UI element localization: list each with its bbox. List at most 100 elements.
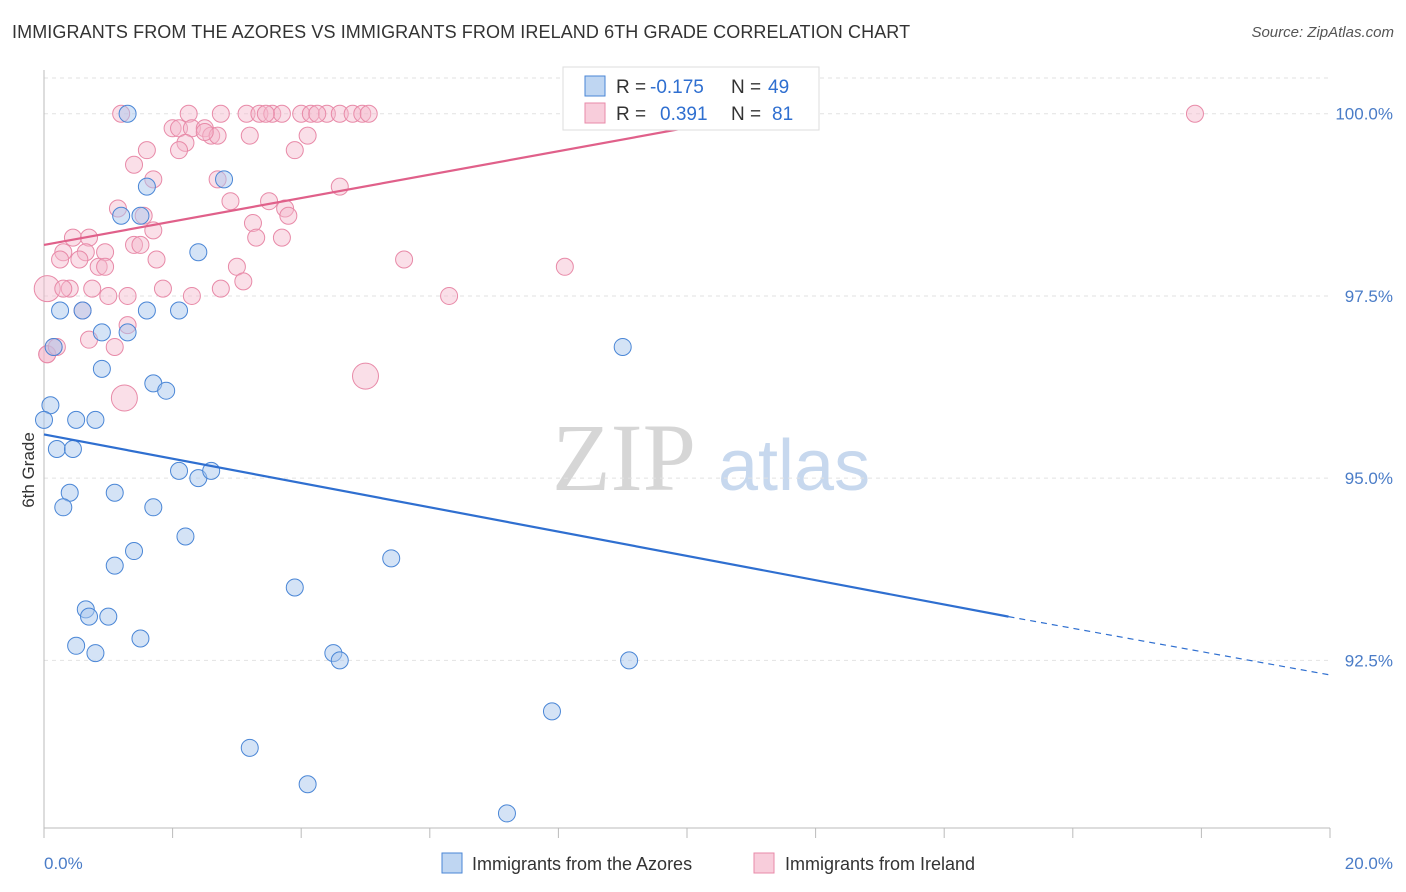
point-ireland-56: [33, 275, 61, 303]
y-tick-label-0: 92.5%: [1345, 651, 1393, 670]
point-azores-3: [112, 206, 131, 225]
point-ireland-31: [221, 192, 240, 211]
point-ireland-2: [237, 104, 256, 123]
point-azores-29: [144, 498, 163, 517]
point-ireland-8: [317, 104, 336, 123]
point-azores-20: [86, 410, 105, 429]
point-azores-4: [131, 206, 150, 225]
point-azores-42: [330, 651, 349, 670]
trend-line-ireland: [43, 112, 765, 247]
point-azores-27: [105, 483, 124, 502]
point-azores-1: [137, 177, 156, 196]
point-ireland-73: [110, 384, 138, 412]
point-azores-11: [118, 323, 137, 342]
legend-n-value-ireland: 81: [772, 104, 793, 125]
point-ireland-5: [272, 104, 291, 123]
point-ireland-49: [70, 250, 89, 269]
point-ireland-53: [96, 257, 115, 276]
point-ireland-57: [60, 279, 79, 298]
point-ireland-46: [76, 243, 95, 262]
point-azores-46: [298, 775, 317, 794]
legend-n-value-azores: 49: [768, 77, 789, 98]
point-azores-18: [35, 410, 53, 429]
point-ireland-58: [83, 279, 102, 298]
series-azores-points: [35, 104, 774, 823]
point-ireland-35: [279, 206, 298, 225]
point-ireland-80: [54, 279, 73, 298]
point-ireland-32: [260, 192, 279, 211]
chart-title: IMMIGRANTS FROM THE AZORES VS IMMIGRANTS…: [12, 22, 911, 42]
bottom-legend-label-azores: Immigrants from the Azores: [472, 854, 692, 874]
point-ireland-21: [240, 126, 259, 145]
bottom-legend-label-ireland: Immigrants from Ireland: [785, 854, 975, 874]
legend-swatch-ireland: [584, 102, 606, 124]
trend-lines: [43, 112, 1331, 676]
point-ireland-37: [243, 214, 262, 233]
point-ireland-26: [285, 141, 304, 160]
point-ireland-64: [440, 286, 459, 305]
point-ireland-12: [359, 104, 378, 123]
x-tick-label-0: 0.0%: [44, 854, 83, 873]
point-ireland-75: [234, 272, 253, 291]
x-tick-label-1: 20.0%: [1345, 854, 1393, 873]
point-ireland-14: [1185, 104, 1204, 123]
point-ireland-52: [89, 257, 108, 276]
point-ireland-51: [395, 250, 414, 269]
point-ireland-7: [301, 104, 320, 123]
legend-n-label-azores: N =: [731, 77, 761, 98]
point-azores-19: [67, 410, 86, 429]
point-azores-2: [215, 170, 234, 189]
point-azores-43: [620, 651, 639, 670]
point-azores-0: [118, 104, 137, 123]
point-azores-9: [170, 301, 189, 320]
point-azores-6: [51, 301, 70, 320]
stats-legend: R = -0.175 N = 49 R = 0.391 N = 81: [562, 66, 820, 131]
point-azores-47: [497, 804, 516, 823]
point-azores-37: [99, 607, 118, 626]
legend-swatch-azores: [584, 75, 606, 97]
point-ireland-63: [182, 286, 201, 305]
y-tick-label-3: 100.0%: [1335, 105, 1393, 124]
point-ireland-60: [211, 279, 230, 298]
point-ireland-3: [250, 104, 269, 123]
point-ireland-48: [51, 250, 70, 269]
point-azores-8: [137, 301, 156, 320]
watermark-zip: ZIP: [552, 404, 696, 511]
point-ireland-62: [118, 286, 137, 305]
point-ireland-6: [292, 104, 311, 123]
point-azores-31: [125, 542, 144, 561]
point-azores-39: [67, 636, 86, 655]
watermark-atlas: atlas: [718, 426, 870, 506]
point-azores-13: [613, 337, 632, 356]
point-azores-10: [92, 323, 111, 342]
point-ireland-15: [163, 119, 182, 138]
point-azores-21: [47, 440, 66, 458]
point-ireland-68: [105, 337, 124, 356]
series-legend: Immigrants from the Azores Immigrants fr…: [441, 852, 975, 874]
point-ireland-41: [247, 228, 266, 247]
point-ireland-23: [176, 133, 195, 152]
point-ireland-24: [137, 141, 156, 160]
bottom-legend-swatch-ireland: [753, 852, 775, 874]
point-ireland-27: [125, 155, 144, 174]
point-ireland-59: [153, 279, 172, 298]
point-azores-38: [131, 629, 150, 648]
point-azores-34: [285, 578, 304, 597]
y-axis-label: 6th Grade: [19, 432, 38, 508]
bottom-legend-swatch-azores: [441, 852, 463, 874]
point-ireland-61: [99, 286, 118, 305]
legend-n-label-ireland: N =: [731, 104, 761, 125]
trend-line-azores-extension: [1008, 616, 1331, 676]
point-azores-45: [240, 738, 259, 757]
watermark: ZIP atlas: [552, 404, 870, 511]
point-ireland-55: [555, 257, 574, 276]
point-ireland-50: [147, 250, 166, 269]
point-azores-40: [86, 644, 105, 663]
point-ireland-22: [298, 126, 317, 145]
point-ireland-72: [352, 362, 379, 390]
legend-r-label-ireland: R =: [616, 104, 646, 125]
series-ireland-points: [33, 104, 1204, 412]
point-ireland-42: [272, 228, 291, 247]
point-ireland-11: [353, 104, 372, 123]
